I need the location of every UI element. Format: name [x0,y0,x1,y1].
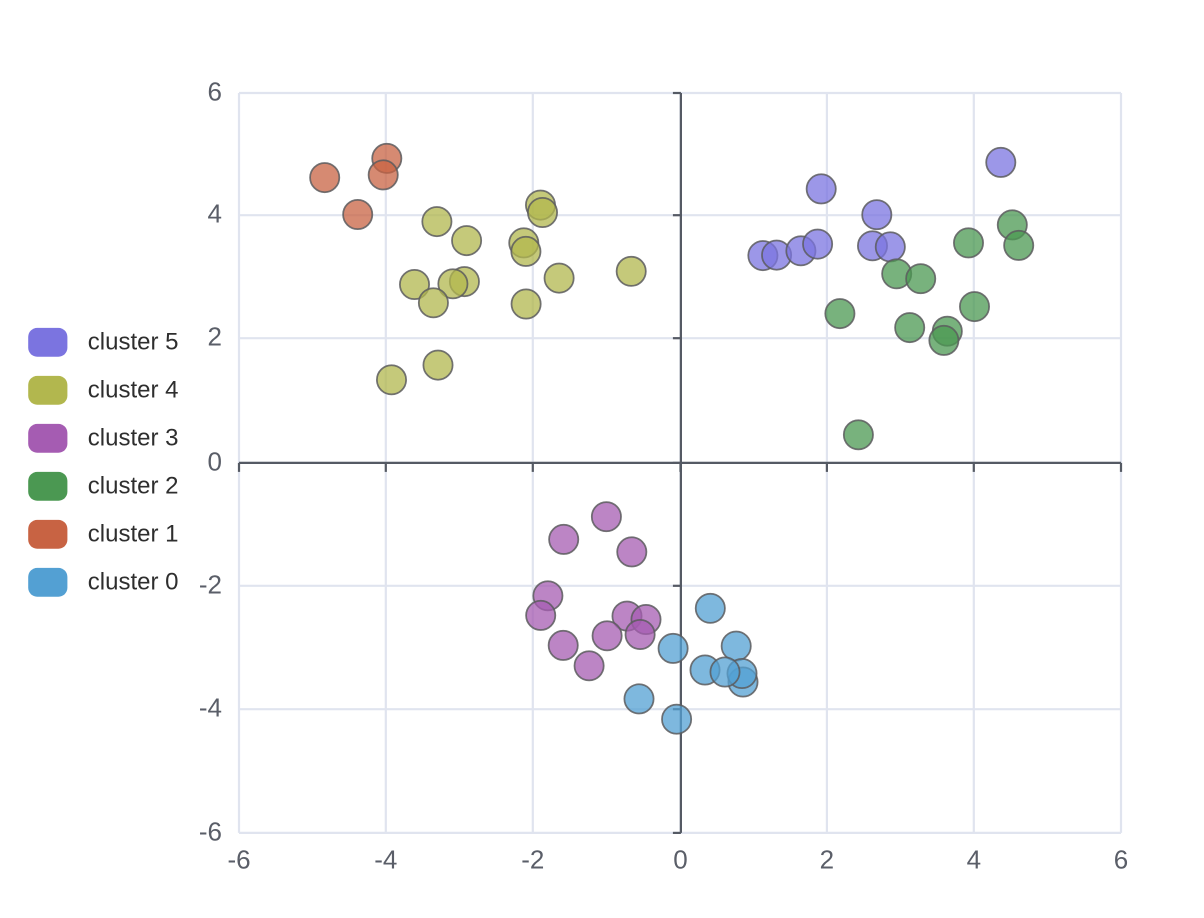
svg-text:cluster 2: cluster 2 [88,472,179,499]
svg-text:4: 4 [967,845,981,875]
svg-text:cluster 4: cluster 4 [88,376,179,403]
svg-text:-4: -4 [374,845,397,875]
svg-text:0: 0 [673,845,687,875]
svg-text:-4: -4 [199,693,222,723]
svg-text:-6: -6 [199,816,222,846]
svg-text:-2: -2 [521,845,544,875]
svg-text:-2: -2 [199,569,222,599]
svg-text:4: 4 [208,199,222,229]
svg-text:cluster 1: cluster 1 [88,520,179,547]
svg-text:2: 2 [208,322,222,352]
svg-text:2: 2 [820,845,834,875]
svg-text:-6: -6 [227,845,250,875]
svg-text:6: 6 [208,77,222,107]
svg-text:0: 0 [208,446,222,476]
svg-text:cluster 3: cluster 3 [88,424,179,451]
svg-text:6: 6 [1114,845,1128,875]
svg-text:cluster 5: cluster 5 [88,328,179,355]
svg-text:cluster 0: cluster 0 [88,568,179,595]
